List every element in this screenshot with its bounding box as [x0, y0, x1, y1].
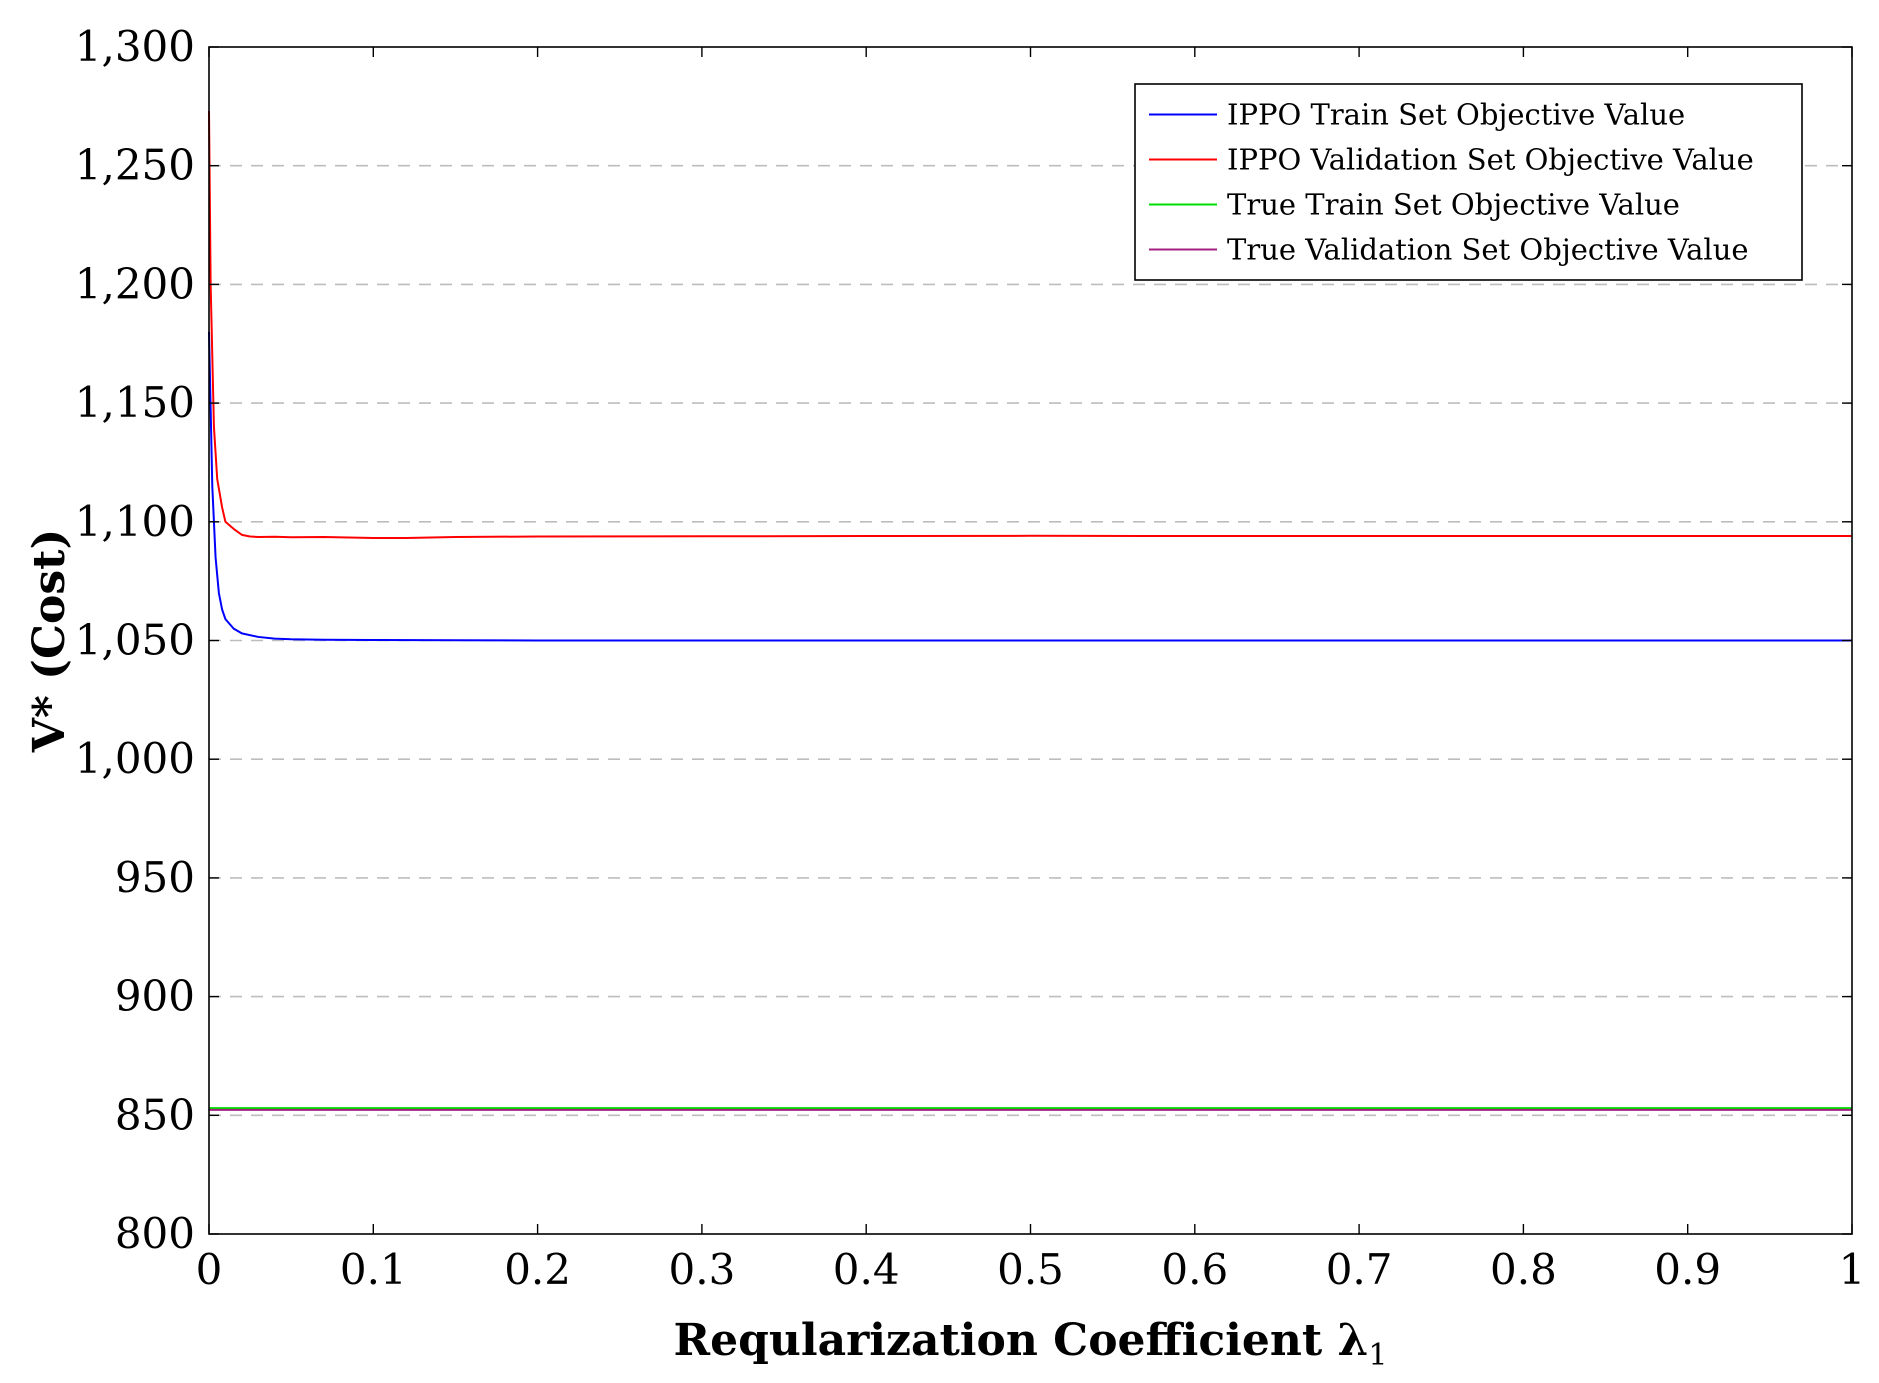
- x-tick-label: 0.9: [1654, 1245, 1721, 1294]
- y-tick-label: 1,150: [75, 378, 195, 427]
- legend-label: IPPO Validation Set Objective Value: [1227, 143, 1754, 177]
- y-tick-label: 1,200: [75, 259, 195, 308]
- legend-box: [1134, 83, 1803, 281]
- y-tick-label: 1,250: [75, 141, 195, 190]
- x-axis-title-subscript: 1: [1368, 1338, 1387, 1373]
- y-tick-label: 900: [115, 972, 195, 1021]
- x-tick-label: 0.3: [669, 1245, 736, 1294]
- y-tick-label: 1,100: [75, 497, 195, 546]
- x-tick-label: 0.7: [1326, 1245, 1393, 1294]
- x-tick-label: 0.5: [997, 1245, 1064, 1294]
- y-tick-label: 800: [115, 1209, 195, 1258]
- x-axis-title-main: Reqularization Coefficient λ: [674, 1315, 1369, 1366]
- x-axis-title: Reqularization Coefficient λ1: [674, 1315, 1388, 1373]
- tick-layer: [208, 46, 1853, 1235]
- x-tick-label: 1: [1839, 1245, 1866, 1294]
- x-tick-label: 0.6: [1161, 1245, 1228, 1294]
- series-line: [208, 331, 1852, 642]
- x-tick-label: 0.2: [504, 1245, 571, 1294]
- x-tick-label: 0: [196, 1245, 223, 1294]
- legend-items: IPPO Train Set Objective Value IPPO Valid…: [1149, 98, 1754, 267]
- y-tick-label: 850: [115, 1090, 195, 1139]
- y-tick-label: 1,300: [75, 22, 195, 71]
- y-tick-label: 1,050: [75, 616, 195, 665]
- series-line: [208, 111, 1852, 539]
- y-tick-label: 1,000: [75, 734, 195, 783]
- x-tick-label: 0.4: [833, 1245, 900, 1294]
- series-layer: [208, 111, 1852, 1111]
- y-axis-title: V* (Cost): [24, 529, 75, 754]
- legend: IPPO Train Set Objective Value IPPO Valid…: [1134, 83, 1803, 281]
- x-tick-label: 0.8: [1490, 1245, 1557, 1294]
- legend-label: IPPO Train Set Objective Value: [1227, 98, 1685, 132]
- y-tick-label: 950: [115, 853, 195, 902]
- legend-label: True Train Set Objective Value: [1227, 188, 1680, 222]
- tick-label-layer: 0 0.1 0.2 0.3 0.4 0.5 0.6 0.7 0.8 0.9 1 800 850 900 95…: [75, 22, 1866, 1294]
- x-tick-label: 0.1: [340, 1245, 407, 1294]
- legend-label: True Validation Set Objective Value: [1227, 233, 1749, 267]
